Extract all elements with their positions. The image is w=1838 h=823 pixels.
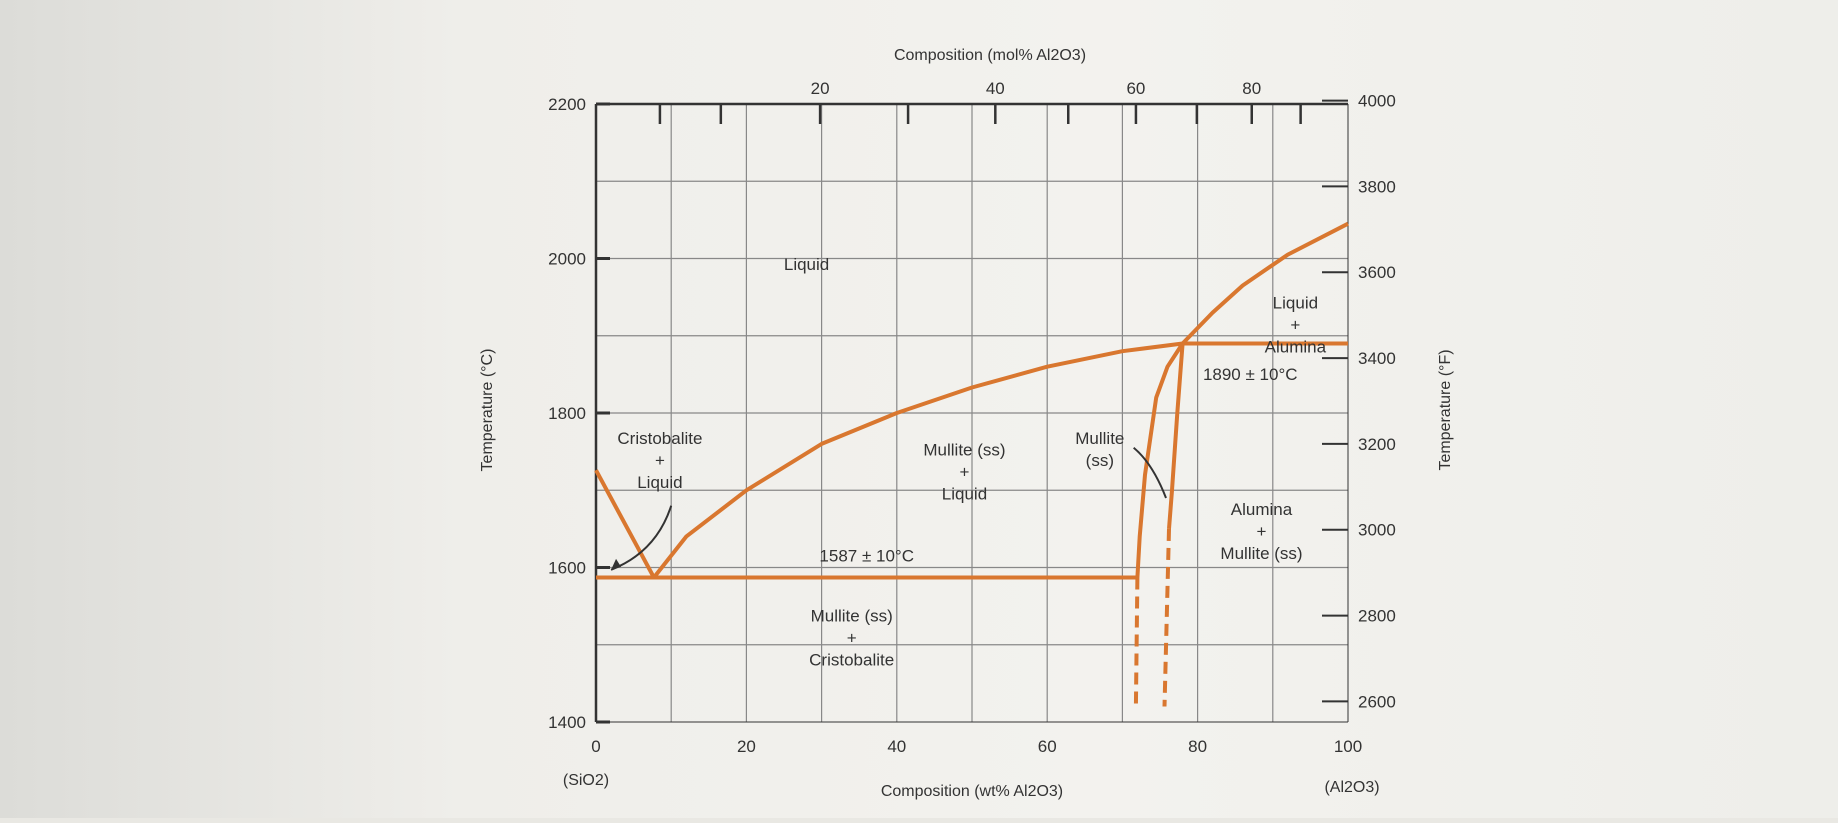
region-liquid-alumina: Alumina <box>1265 338 1327 357</box>
x-tick-label: 100 <box>1334 737 1362 756</box>
peritectic-temperature-label: 1890 ± 10°C <box>1203 365 1298 384</box>
region-liquid-alumina: Liquid <box>1273 294 1318 313</box>
phase-boundary <box>1135 342 1185 578</box>
x2-axis-title: Composition (mol% Al2O3) <box>894 47 1086 64</box>
axes: 1400 1600 1800 2000 2200 0 20 40 60 80 100 20 40 60 80… <box>548 79 1396 756</box>
y2-tick-label: 2800 <box>1358 607 1396 626</box>
x-tick-label: 0 <box>591 737 600 756</box>
y2-tick-label: 3800 <box>1358 177 1396 196</box>
region-mullite-liquid: + <box>960 462 970 481</box>
x-tick-label: 40 <box>887 737 906 756</box>
y2-axis-title: Temperature (°F) <box>1437 349 1454 470</box>
region-alumina-mullite: Mullite (ss) <box>1220 544 1302 563</box>
dashed-phase-boundary <box>1162 528 1171 707</box>
phase-boundary <box>652 341 1183 579</box>
y2-tick-label: 3000 <box>1358 521 1396 540</box>
region-mullite-liquid: Mullite (ss) <box>923 440 1005 459</box>
x-left-end-label: (SiO2) <box>563 772 609 789</box>
region-cristobalite-liquid: Liquid <box>637 473 682 492</box>
region-cristobalite-liquid: + <box>655 451 665 470</box>
eutectic-temperature-label: 1587 ± 10°C <box>819 546 914 565</box>
phase-boundary <box>1181 221 1349 345</box>
region-alumina-mullite: Alumina <box>1231 500 1293 519</box>
arrow-mullite-ss <box>1133 446 1167 499</box>
region-mullite-ss: (ss) <box>1086 451 1114 470</box>
region-alumina-mullite: + <box>1257 522 1267 541</box>
x-tick-label: 20 <box>737 737 756 756</box>
grid <box>596 104 1348 722</box>
y2-tick-label: 3200 <box>1358 435 1396 454</box>
y2-tick-label: 4000 <box>1358 92 1396 111</box>
y-axis-title: Temperature (°C) <box>479 349 496 472</box>
y-tick-label: 2200 <box>548 95 586 114</box>
x2-tick-label: 20 <box>811 79 830 98</box>
y-tick-label: 1400 <box>548 713 586 732</box>
y-tick-label: 2000 <box>548 250 586 269</box>
x-right-end-label: (Al2O3) <box>1324 779 1379 796</box>
arrowhead-icon <box>611 558 622 570</box>
phase-boundary <box>1167 343 1185 530</box>
region-labels: Liquid Cristobalite + Liquid Mullite (ss) + Li… <box>617 255 1326 669</box>
x2-tick-label: 80 <box>1242 79 1261 98</box>
region-mullite-ss: Mullite <box>1075 429 1124 448</box>
dashed-phase-boundary <box>1133 577 1140 707</box>
phase-boundary <box>594 469 656 579</box>
region-cristobalite-liquid: Cristobalite <box>617 429 702 448</box>
phase-boundaries <box>594 221 1349 707</box>
region-liquid: Liquid <box>784 255 829 274</box>
x-tick-label: 80 <box>1188 737 1207 756</box>
region-mullite-cristobalite: Mullite (ss) <box>811 607 893 626</box>
region-liquid-alumina: + <box>1290 316 1300 335</box>
x-tick-label: 60 <box>1038 737 1057 756</box>
x-axis-title: Composition (wt% Al2O3) <box>881 783 1063 800</box>
region-mullite-cristobalite: + <box>847 629 857 648</box>
labels: Composition (mol% Al2O3) Composition (wt… <box>479 47 1454 800</box>
y2-tick-label: 3600 <box>1358 263 1396 282</box>
region-mullite-cristobalite: Cristobalite <box>809 651 894 670</box>
region-mullite-liquid: Liquid <box>942 484 987 503</box>
y-tick-label: 1600 <box>548 559 586 578</box>
x2-tick-label: 60 <box>1126 79 1145 98</box>
y-tick-label: 1800 <box>548 404 586 423</box>
x2-tick-label: 40 <box>986 79 1005 98</box>
y2-tick-label: 3400 <box>1358 349 1396 368</box>
y2-tick-label: 2600 <box>1358 692 1396 711</box>
